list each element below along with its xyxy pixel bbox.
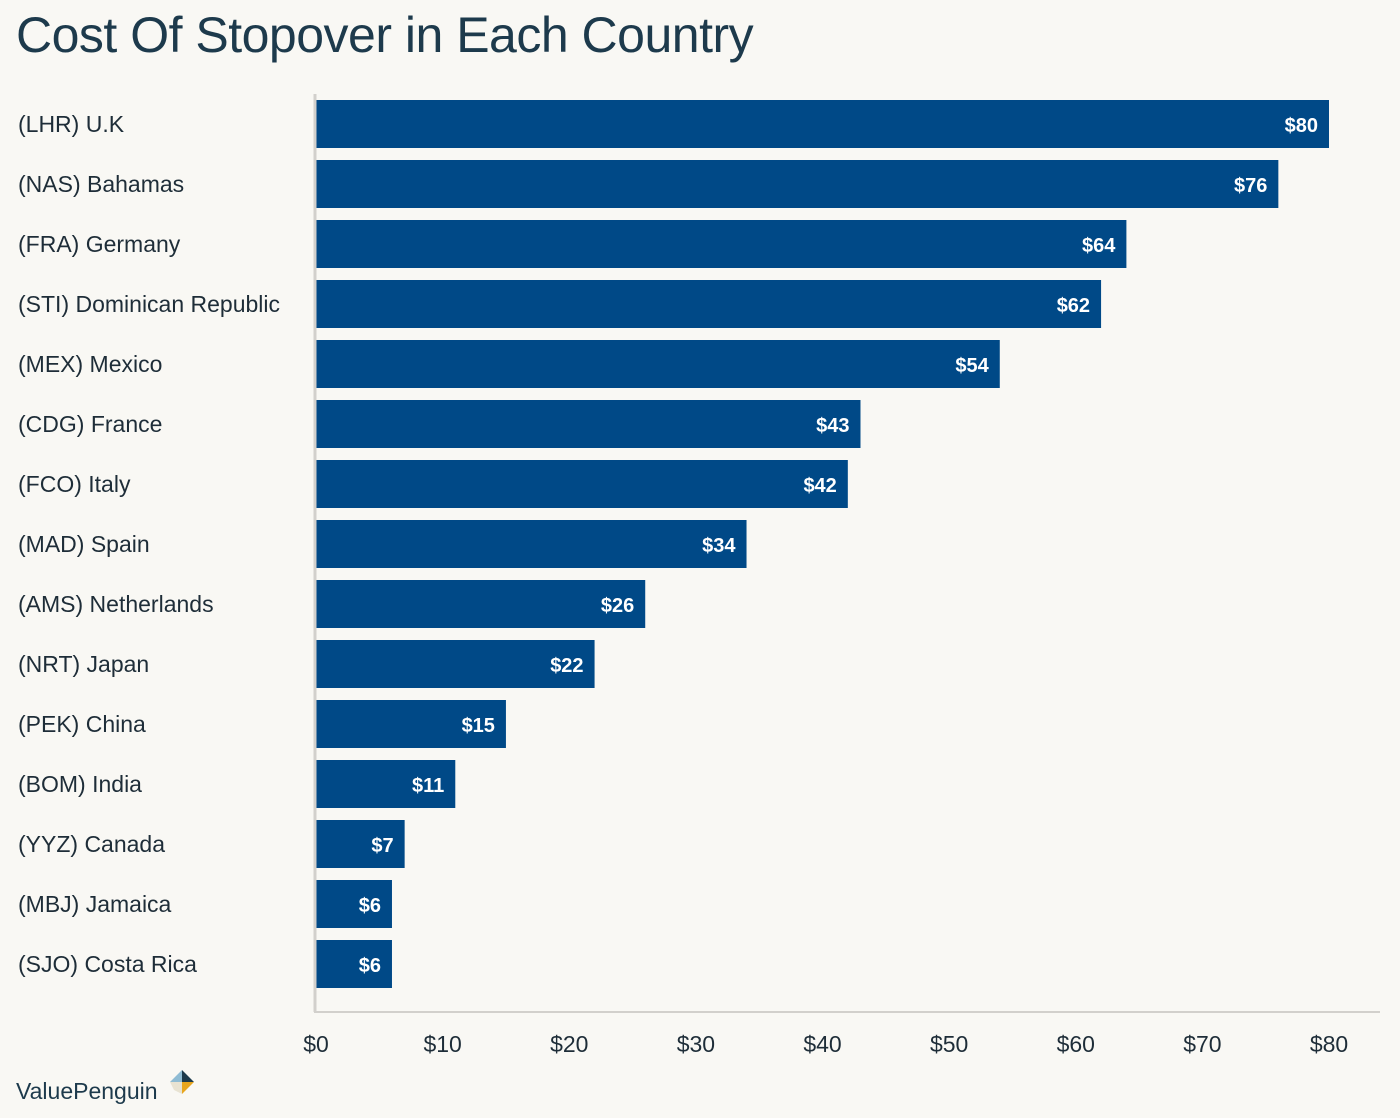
bar-value-label: $54	[955, 355, 989, 377]
x-tick-label: $30	[677, 1031, 715, 1057]
brand-logo: ValuePenguin	[16, 1069, 200, 1105]
bar	[316, 760, 456, 808]
bar	[316, 460, 848, 508]
bars-group	[316, 100, 1329, 988]
category-label: (BOM) India	[18, 771, 142, 797]
value-labels-group: $80 $76 $64 $62 $54 $43 $42 $34 $26 $22 $15 $11 $7 $6…	[359, 115, 1318, 977]
bar-value-label: $26	[601, 595, 634, 617]
category-label: (AMS) Netherlands	[18, 591, 214, 617]
penguin-logo-icon	[169, 1069, 194, 1094]
x-tick-label: $40	[803, 1031, 841, 1057]
brand-name: ValuePenguin	[16, 1078, 158, 1104]
bar	[316, 160, 1279, 208]
bar-value-label: $11	[412, 775, 444, 797]
bar	[316, 700, 506, 748]
x-tick-label: $70	[1183, 1031, 1221, 1057]
x-tick-label: $50	[930, 1031, 968, 1057]
bar-value-label: $7	[371, 835, 393, 857]
bar	[316, 520, 747, 568]
bar-value-label: $43	[816, 415, 849, 437]
bar	[316, 820, 405, 868]
category-label: (MAD) Spain	[18, 531, 150, 557]
bar-value-label: $64	[1082, 235, 1116, 257]
category-label: (FRA) Germany	[18, 231, 181, 257]
bar	[316, 340, 1000, 388]
bar-value-label: $6	[359, 955, 381, 977]
bar	[316, 640, 595, 688]
bar	[316, 280, 1102, 328]
category-label: (CDG) France	[18, 411, 162, 437]
bar-value-label: $76	[1234, 175, 1267, 197]
category-label: (MBJ) Jamaica	[18, 891, 172, 917]
category-label: (SJO) Costa Rica	[18, 951, 197, 977]
x-tick-label: $10	[423, 1031, 461, 1057]
category-label: (MEX) Mexico	[18, 351, 162, 377]
bar	[316, 400, 861, 448]
x-tick-label: $60	[1057, 1031, 1095, 1057]
bar	[316, 580, 646, 628]
category-label: (NAS) Bahamas	[18, 171, 184, 197]
bar-value-label: $15	[462, 715, 495, 737]
bar-value-label: $6	[359, 895, 381, 917]
category-label: (STI) Dominican Republic	[18, 291, 280, 317]
bar	[316, 880, 392, 928]
category-label: (YYZ) Canada	[18, 831, 165, 857]
bar-value-label: $80	[1285, 115, 1318, 137]
x-tick-label: $0	[303, 1031, 329, 1057]
category-label: (NRT) Japan	[18, 651, 149, 677]
bar-value-label: $62	[1057, 295, 1090, 317]
bar	[316, 940, 392, 988]
x-axis-ticks-group: $0 $10 $20 $30 $40 $50 $60 $70 $80	[303, 1031, 1348, 1057]
category-label: (LHR) U.K	[18, 111, 125, 137]
x-tick-label: $20	[550, 1031, 588, 1057]
category-labels-group: (LHR) U.K (NAS) Bahamas (FRA) Germany (STI)…	[18, 111, 280, 977]
bar-value-label: $22	[550, 655, 583, 677]
bar-value-label: $34	[702, 535, 736, 557]
chart-title: Cost Of Stopover in Each Country	[16, 7, 754, 63]
category-label: (PEK) China	[18, 711, 146, 737]
bar	[316, 100, 1329, 148]
bar-value-label: $42	[803, 475, 836, 497]
category-label: (FCO) Italy	[18, 471, 131, 497]
x-tick-label: $80	[1310, 1031, 1348, 1057]
bar	[316, 220, 1127, 268]
